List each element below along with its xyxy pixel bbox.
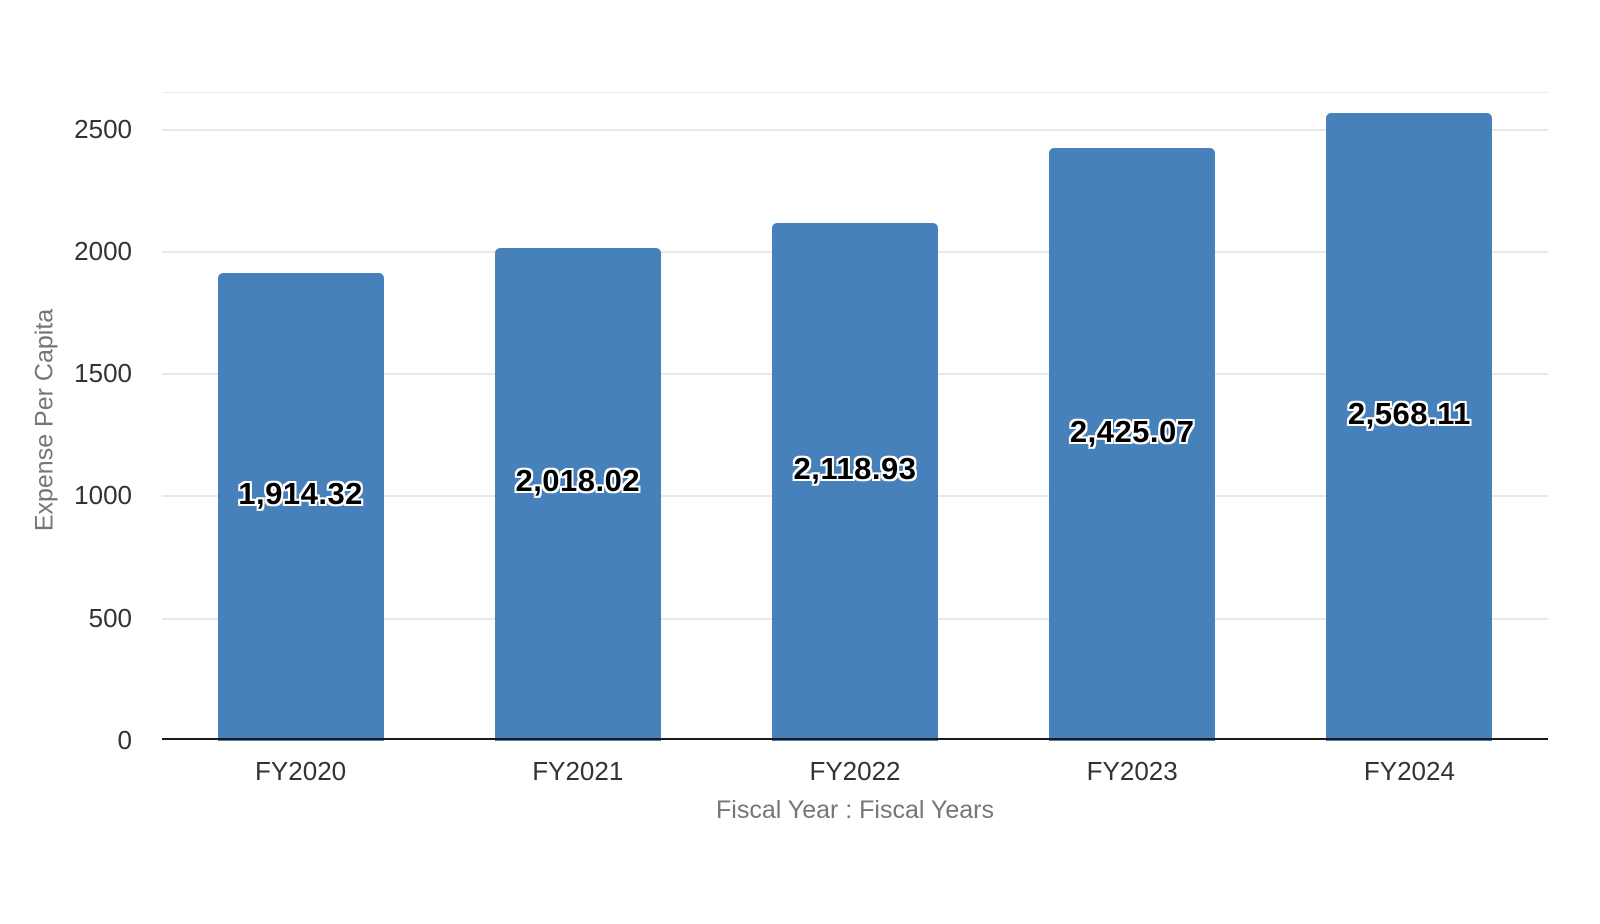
bar-FY2024[interactable]: 2,568.11 (1326, 113, 1493, 741)
x-tick-label-FY2021: FY2021 (532, 756, 624, 786)
y-tick-label-500: 500 (88, 602, 132, 633)
bar-FY2021[interactable]: 2,018.02 (494, 247, 661, 741)
x-tick-label-FY2023: FY2023 (1086, 756, 1178, 786)
bar-value-label: 2,568.11 (1347, 396, 1471, 432)
bar-value-label: 2,018.02 (515, 463, 641, 499)
y-tick-label-0: 0 (117, 725, 132, 755)
y-tick-label-1000: 1000 (74, 480, 132, 511)
y-tick-label-1500: 1500 (74, 358, 132, 389)
y-tick-label-2500: 2500 (74, 113, 132, 144)
plot-area: 1,914.32 2,018.02 2,118.93 2,425.07 2,568.11 (162, 92, 1548, 741)
bar-FY2020[interactable]: 1,914.32 (217, 272, 384, 741)
x-axis-title: Fiscal Year : Fiscal Years (716, 796, 994, 824)
x-tick-label-FY2024: FY2024 (1363, 756, 1455, 786)
bar-value-label: 2,118.93 (793, 450, 917, 486)
x-tick-label-FY2020: FY2020 (255, 756, 347, 786)
bar-FY2023[interactable]: 2,425.07 (1049, 148, 1216, 741)
bar-value-label: 1,914.32 (238, 475, 363, 511)
bar-FY2022[interactable]: 2,118.93 (772, 222, 938, 741)
y-tick-label-2000: 2000 (74, 235, 132, 266)
x-tick-label-FY2022: FY2022 (809, 756, 901, 786)
x-axis-line (162, 738, 1548, 740)
bar-value-label: 2,425.07 (1069, 413, 1195, 449)
gridline-2500 (162, 128, 1548, 131)
